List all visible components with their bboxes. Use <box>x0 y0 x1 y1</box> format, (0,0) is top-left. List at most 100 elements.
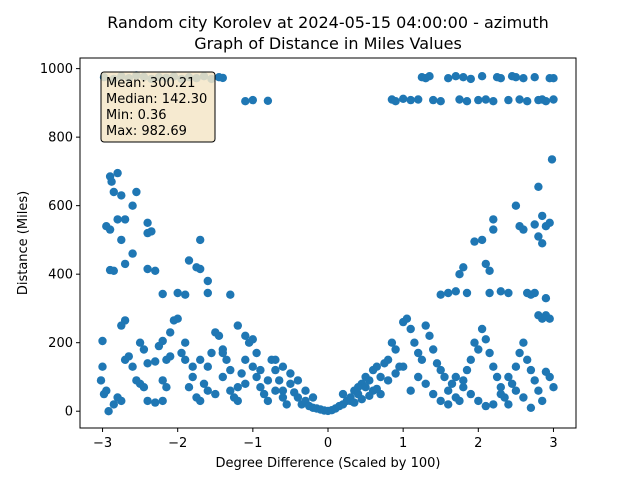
data-point <box>241 379 250 388</box>
data-point <box>376 372 385 382</box>
data-point <box>474 396 483 406</box>
y-tick-label: 600 <box>48 199 73 214</box>
data-point <box>519 393 528 402</box>
data-point <box>241 97 250 106</box>
data-point <box>252 348 261 358</box>
data-point <box>534 386 543 395</box>
data-point <box>158 396 167 406</box>
data-point <box>462 97 472 106</box>
data-point <box>455 95 464 104</box>
data-point <box>184 256 194 265</box>
data-point <box>128 201 137 210</box>
data-point <box>109 187 119 197</box>
data-point <box>541 97 551 106</box>
data-point <box>263 376 273 385</box>
data-point <box>301 386 310 395</box>
data-point <box>519 74 528 83</box>
x-tick-label: −2 <box>168 436 187 451</box>
data-point <box>372 362 381 371</box>
data-point <box>226 386 235 395</box>
data-point <box>113 168 122 178</box>
data-point <box>113 215 122 224</box>
data-point <box>417 355 427 364</box>
data-point <box>203 276 212 286</box>
data-point <box>117 396 126 406</box>
data-point <box>96 376 106 385</box>
data-point <box>406 95 415 105</box>
data-point <box>534 311 543 320</box>
data-point <box>353 383 363 392</box>
data-point <box>459 73 468 82</box>
data-point <box>338 389 348 399</box>
x-tick-label: −1 <box>243 436 262 451</box>
data-point <box>117 191 126 200</box>
data-point <box>199 379 209 388</box>
data-point <box>485 266 494 275</box>
y-tick-label: 1000 <box>40 62 73 77</box>
data-point <box>523 97 532 106</box>
data-point <box>459 263 468 272</box>
data-point <box>538 396 547 406</box>
data-point <box>271 365 280 375</box>
data-point <box>241 355 250 364</box>
data-point <box>218 372 227 382</box>
data-point <box>293 376 303 385</box>
data-point <box>203 288 212 298</box>
data-point <box>387 338 397 347</box>
data-point <box>107 177 116 186</box>
stats-median: Median: 142.30 <box>106 92 207 107</box>
data-point <box>151 398 160 407</box>
data-point <box>286 369 295 378</box>
data-point <box>271 355 280 364</box>
data-point <box>436 365 445 375</box>
data-point <box>481 95 490 104</box>
chart-title: Random city Korolev at 2024-05-15 04:00:… <box>107 13 549 32</box>
data-point <box>278 393 288 402</box>
data-point <box>188 362 197 371</box>
data-point <box>181 355 190 364</box>
data-point <box>391 345 400 354</box>
data-point <box>496 389 505 399</box>
data-point <box>414 372 423 382</box>
data-point <box>259 389 269 399</box>
data-point <box>545 314 554 323</box>
y-tick-label: 800 <box>48 131 73 146</box>
data-point <box>132 187 141 197</box>
data-point <box>248 335 257 344</box>
data-point <box>526 403 536 412</box>
data-point <box>538 211 547 221</box>
data-point <box>489 362 498 371</box>
data-point <box>128 249 137 258</box>
data-point <box>158 376 167 385</box>
x-axis-label: Degree Difference (Scaled by 100) <box>216 456 441 471</box>
data-point <box>406 324 415 334</box>
data-point <box>474 345 483 354</box>
data-point <box>477 235 487 245</box>
data-point <box>218 73 227 83</box>
x-tick-label: 0 <box>324 436 332 451</box>
data-point <box>218 348 227 358</box>
data-point <box>549 74 558 83</box>
data-point <box>414 348 423 358</box>
data-point <box>526 365 536 375</box>
data-point <box>462 288 472 298</box>
y-tick-label: 200 <box>48 336 73 351</box>
data-point <box>459 376 468 385</box>
stats-min: Min: 0.36 <box>106 108 167 123</box>
data-point <box>117 321 126 330</box>
data-point <box>105 225 115 234</box>
data-point <box>541 294 551 303</box>
data-point <box>549 95 558 104</box>
data-point <box>357 395 366 404</box>
data-point <box>365 391 374 400</box>
data-point <box>402 314 412 323</box>
y-tick-label: 0 <box>65 405 73 420</box>
data-point <box>181 338 190 347</box>
data-point <box>436 290 445 299</box>
data-point <box>481 335 490 344</box>
data-point <box>444 400 453 409</box>
data-point <box>519 225 528 234</box>
data-point <box>143 264 152 274</box>
data-point <box>436 396 445 406</box>
data-point <box>139 345 149 354</box>
